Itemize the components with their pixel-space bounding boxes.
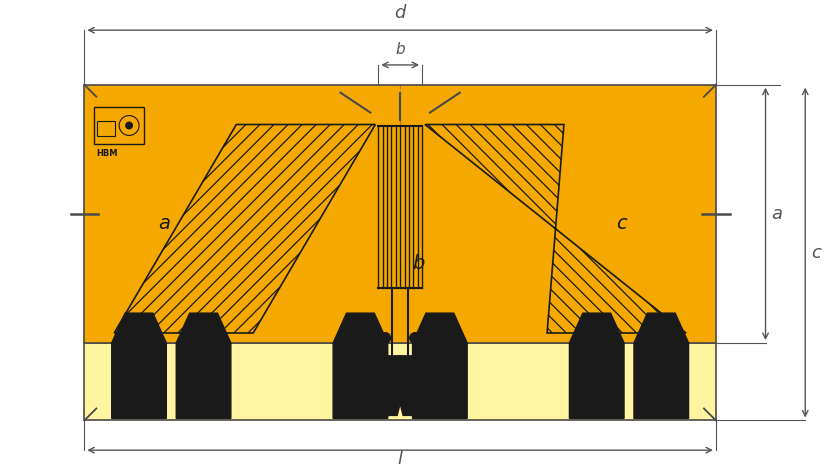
Circle shape [119,116,139,135]
Text: b: b [396,42,405,57]
Polygon shape [634,313,689,418]
Circle shape [125,121,133,129]
Polygon shape [412,313,467,418]
Text: HBM: HBM [97,149,118,158]
Polygon shape [398,356,418,415]
Polygon shape [176,313,231,418]
Text: a: a [158,214,170,233]
Polygon shape [112,313,166,418]
Polygon shape [333,313,388,418]
Circle shape [380,332,391,344]
Polygon shape [382,356,402,415]
Bar [84,343,716,421]
Polygon shape [570,313,624,418]
Bar [97,120,115,136]
Text: d: d [395,4,406,22]
Text: a: a [771,205,783,223]
Bar [84,85,716,343]
Text: b: b [412,254,424,273]
Circle shape [409,332,421,344]
Text: c: c [617,214,627,233]
Text: l: l [397,450,402,468]
Bar [94,107,144,144]
Text: c: c [811,244,821,261]
